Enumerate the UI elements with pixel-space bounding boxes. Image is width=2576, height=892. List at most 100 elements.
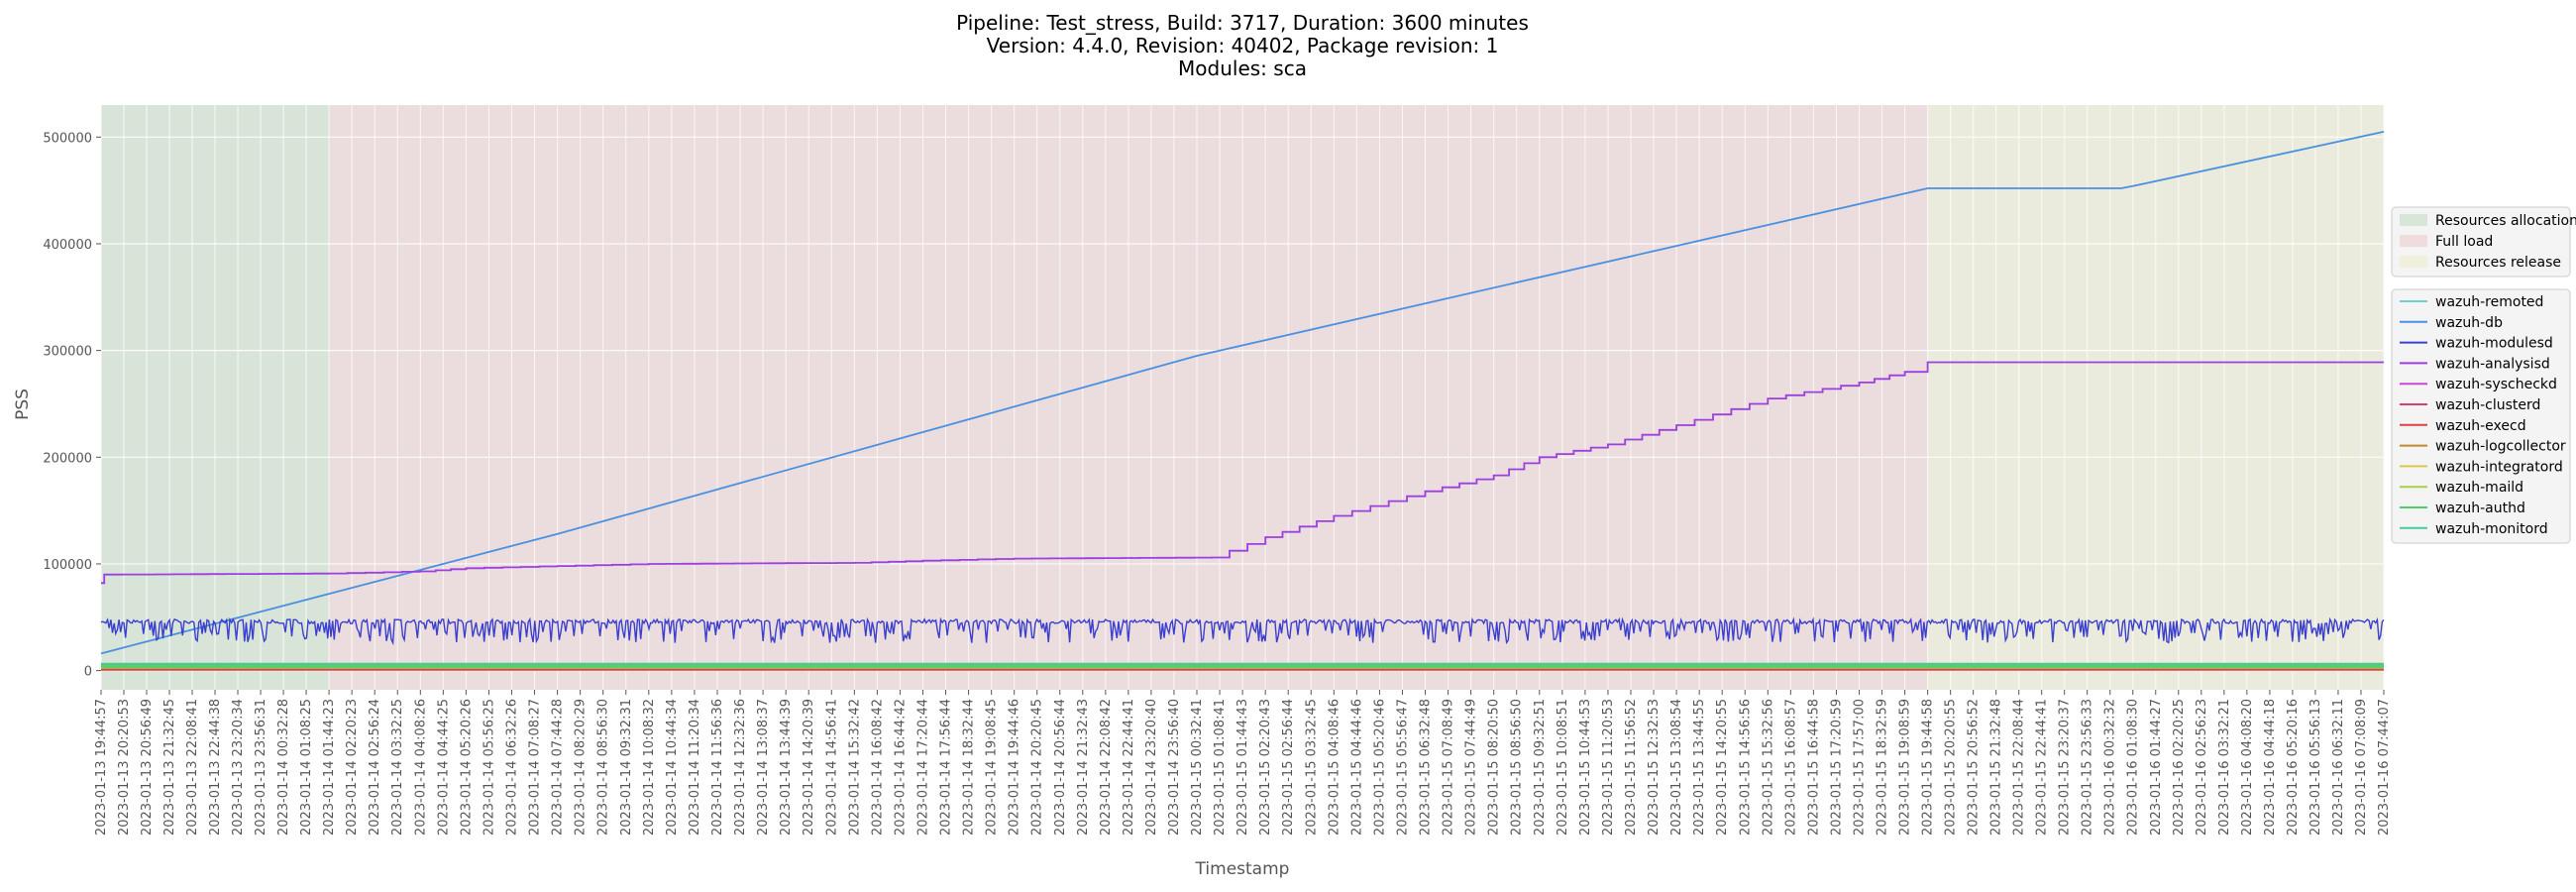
x-tick-label: 2023-01-14 20:56:44 [1053,699,1068,836]
series-line [100,616,2385,646]
x-tick-label: 2023-01-15 18:32:59 [1876,699,1890,836]
x-tick-label: 2023-01-14 22:44:41 [1122,699,1136,836]
x-tick-label: 2023-01-14 05:56:25 [482,699,496,836]
x-tick-label: 2023-01-15 05:56:47 [1396,699,1411,836]
legend-label-series: wazuh-execd [2435,418,2526,434]
x-tick-label: 2023-01-14 14:20:39 [802,699,816,836]
x-tick-label: 2023-01-14 18:32:44 [962,699,977,836]
x-tick-label: 2023-01-15 06:32:48 [1419,699,1434,836]
legend-phases: Resources allocation Full load Resources r… [2391,206,2576,278]
x-tick-label: 2023-01-13 21:32:45 [162,699,177,836]
x-tick-label: 2023-01-14 08:20:29 [574,699,589,836]
series-line [100,131,2385,655]
legend-label-series: wazuh-logcollector [2435,439,2566,455]
x-tick-label: 2023-01-15 09:32:51 [1533,699,1548,836]
x-tick-label: 2023-01-15 04:08:46 [1327,699,1342,836]
x-tick-label: 2023-01-15 13:08:54 [1669,699,1684,836]
x-tick-label: 2023-01-14 17:20:44 [916,699,931,836]
x-tick-label: 2023-01-15 20:56:52 [1967,699,1982,836]
x-tick-label: 2023-01-16 00:32:32 [2103,699,2118,836]
x-tick-label: 2023-01-14 14:56:41 [824,699,839,836]
y-axis-label: PSS [13,389,33,420]
x-tick-label: 2023-01-15 08:56:50 [1510,699,1525,836]
y-tick-label: 0 [84,665,92,680]
x-tick-label: 2023-01-14 15:32:42 [847,699,862,836]
legend-series: wazuh-remoted wazuh-db wazuh-modulesd wazuh… [2391,288,2571,544]
x-tick-label: 2023-01-14 08:56:30 [596,699,611,836]
x-tick-label: 2023-01-16 05:20:16 [2286,699,2301,836]
x-tick-label: 2023-01-15 10:44:53 [1578,699,1593,836]
chart-title: Pipeline: Test_stress, Build: 3717, Dura… [956,11,1529,80]
x-tick-label: 2023-01-15 14:56:56 [1738,699,1753,836]
legend-swatch-0 [2400,214,2427,226]
x-tick-label: 2023-01-14 07:08:27 [528,699,543,836]
x-tick-label: 2023-01-14 04:08:26 [413,699,428,836]
x-tick-label: 2023-01-14 01:44:23 [322,699,337,836]
x-tick-label: 2023-01-15 15:32:56 [1761,699,1775,836]
x-tick-label: 2023-01-14 02:56:24 [368,699,382,836]
x-tick-label: 2023-01-14 00:32:28 [276,699,291,836]
legend-phases-box [2391,206,2571,278]
x-tick-label: 2023-01-14 03:32:25 [390,699,405,836]
x-tick-label: 2023-01-14 02:20:23 [345,699,360,836]
series-wazuh-authd [101,663,2384,669]
x-tick-label: 2023-01-14 10:08:32 [642,699,657,836]
x-tick-label: 2023-01-14 19:08:45 [985,699,1000,836]
y-tick-label: 100000 [43,558,92,573]
x-tick-label: 2023-01-14 10:44:34 [665,699,680,836]
x-tick-label: 2023-01-15 10:08:51 [1556,699,1570,836]
legend-swatch-2 [2400,256,2427,268]
grid-lines [100,105,2385,690]
y-tick-label: 500000 [43,131,92,146]
x-tick-label: 2023-01-14 17:56:44 [939,699,954,836]
x-tick-label: 2023-01-15 11:20:53 [1601,699,1616,836]
x-tick-label: 2023-01-14 05:20:26 [459,699,474,836]
x-tick-label: 2023-01-14 07:44:28 [551,699,566,836]
x-tick-label: 2023-01-15 21:32:48 [1989,699,2004,836]
x-tick-label: 2023-01-14 21:32:43 [1076,699,1091,836]
y-tick-label: 400000 [43,238,92,253]
y-tick-label: 200000 [43,451,92,466]
x-tick-label: 2023-01-14 12:32:36 [733,699,748,836]
x-tick-label: 2023-01-13 19:44:57 [94,699,109,836]
x-tick-label: 2023-01-13 22:08:41 [185,699,200,836]
x-tick-label: 2023-01-13 22:44:38 [208,699,223,836]
legend-label-series: wazuh-modulesd [2435,336,2553,352]
legend-label-phase: Resources allocation [2435,213,2576,229]
series-wazuh-analysisd [101,361,2384,585]
y-axis-ticks: 0 100000 200000 300000 400000 500000 [43,131,101,680]
x-tick-label: 2023-01-14 16:08:42 [870,699,885,836]
x-tick-label: 2023-01-13 20:56:49 [140,699,155,836]
series-wazuh-db [100,131,2385,655]
x-tick-label: 2023-01-15 19:08:59 [1898,699,1913,836]
x-tick-label: 2023-01-15 02:56:44 [1281,699,1296,836]
x-tick-label: 2023-01-16 05:56:13 [2308,699,2323,836]
legend-label-phase: Full load [2435,234,2493,250]
x-tick-label: 2023-01-14 11:20:34 [688,699,702,836]
x-tick-label: 2023-01-16 07:44:07 [2377,699,2392,836]
x-tick-label: 2023-01-14 06:32:26 [505,699,520,836]
x-tick-label: 2023-01-15 22:44:41 [2035,699,2050,836]
x-tick-label: 2023-01-16 01:44:27 [2149,699,2164,836]
x-tick-label: 2023-01-15 20:20:55 [1944,699,1959,836]
x-tick-label: 2023-01-14 01:08:25 [299,699,314,836]
legend-label-series: wazuh-remoted [2435,294,2543,310]
title-line-1: Pipeline: Test_stress, Build: 3717, Dura… [956,11,1529,35]
x-axis-label: Timestamp [1195,859,1290,879]
legend-label-series: wazuh-authd [2435,501,2525,516]
x-tick-label: 2023-01-14 04:44:25 [436,699,451,836]
x-tick-label: 2023-01-14 13:44:39 [779,699,794,836]
x-tick-label: 2023-01-15 07:08:49 [1442,699,1456,836]
x-tick-label: 2023-01-15 01:08:41 [1213,699,1228,836]
x-tick-label: 2023-01-15 17:20:59 [1830,699,1845,836]
series-band-mark [101,663,2384,669]
x-tick-label: 2023-01-15 00:32:41 [1190,699,1205,836]
x-tick-label: 2023-01-16 04:08:20 [2240,699,2255,836]
legend-label-series: wazuh-maild [2435,480,2523,496]
data-series [100,131,2385,671]
legend-label-series: wazuh-monitord [2435,521,2548,537]
x-tick-label: 2023-01-15 11:56:52 [1624,699,1639,836]
x-tick-label: 2023-01-15 14:20:55 [1715,699,1730,836]
x-tick-label: 2023-01-13 23:20:34 [231,699,246,836]
